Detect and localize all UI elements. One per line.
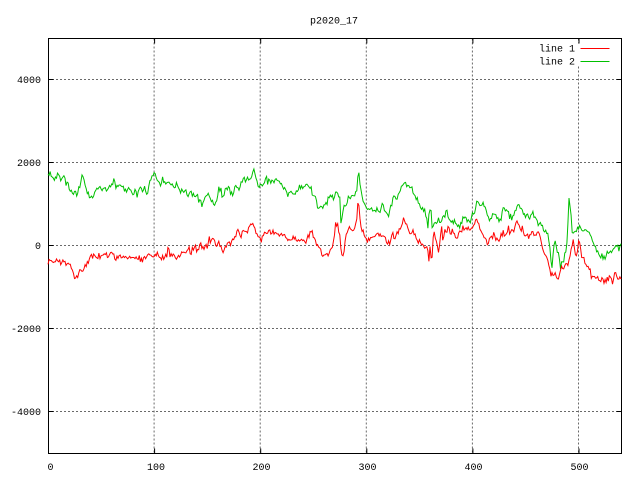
svg-text:2000: 2000 — [17, 159, 41, 170]
svg-text:4000: 4000 — [17, 76, 41, 87]
svg-text:100: 100 — [147, 463, 165, 474]
svg-text:line 2: line 2 — [539, 57, 575, 69]
svg-text:0: 0 — [47, 463, 53, 474]
svg-text:0: 0 — [35, 242, 41, 253]
svg-text:300: 300 — [358, 463, 376, 474]
svg-text:500: 500 — [570, 463, 588, 474]
svg-text:-2000: -2000 — [11, 325, 41, 336]
svg-text:-4000: -4000 — [11, 408, 41, 419]
svg-text:200: 200 — [252, 463, 270, 474]
svg-text:line 1: line 1 — [539, 44, 575, 56]
svg-text:p2020_17: p2020_17 — [310, 17, 358, 28]
svg-text:400: 400 — [464, 463, 482, 474]
